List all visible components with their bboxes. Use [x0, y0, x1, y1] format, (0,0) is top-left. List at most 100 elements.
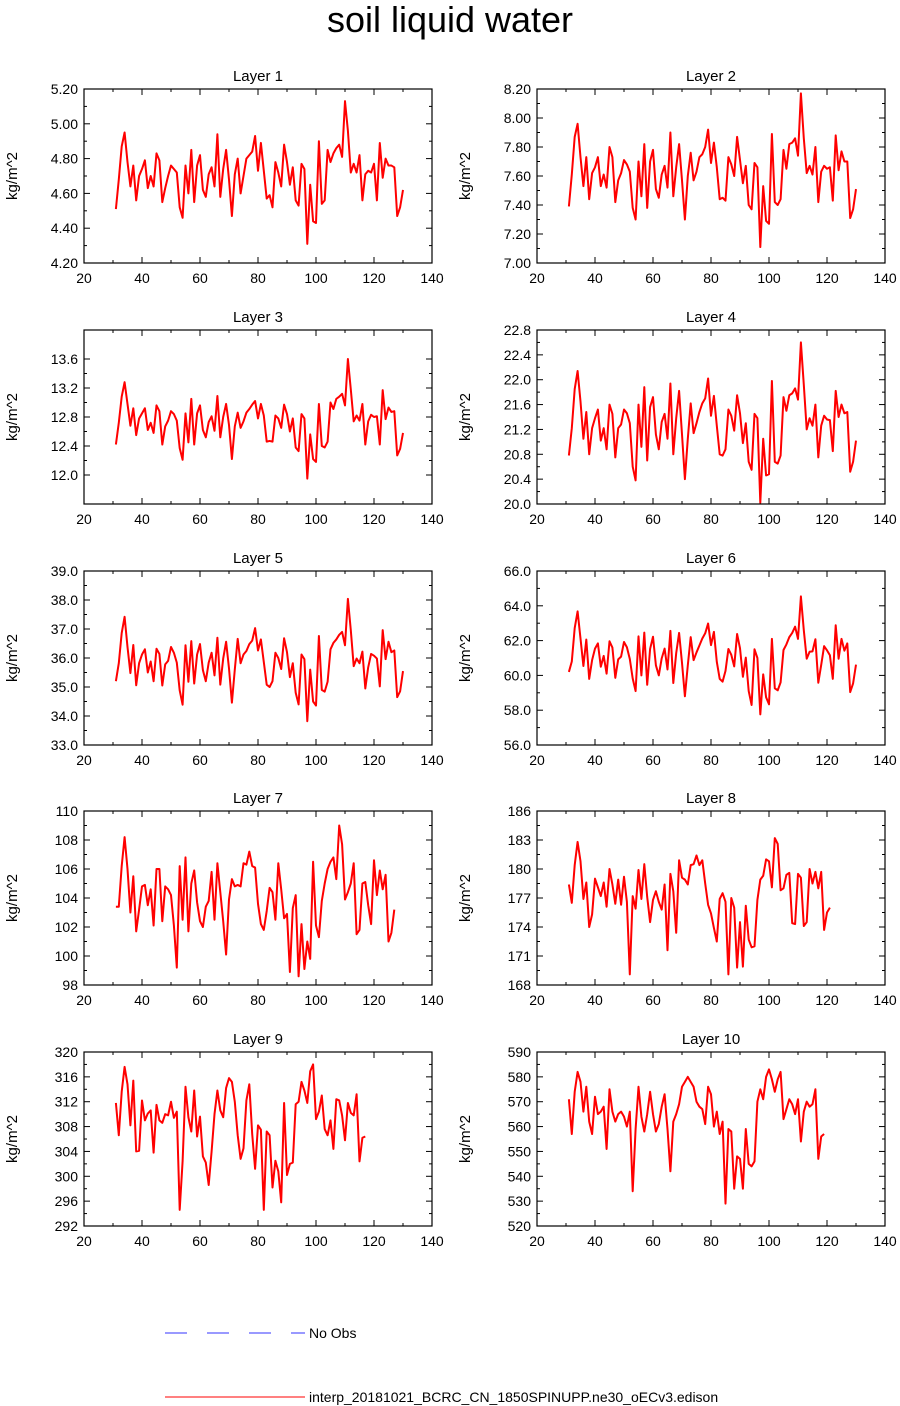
y-tick-label: 12.8 — [51, 409, 78, 425]
x-tick-label: 40 — [587, 752, 603, 768]
x-tick-label: 40 — [587, 992, 603, 1008]
x-tick-label: 40 — [134, 752, 150, 768]
y-tick-label: 292 — [55, 1218, 79, 1234]
y-tick-label: 13.2 — [51, 380, 78, 396]
x-tick-label: 140 — [873, 270, 897, 286]
x-tick-label: 100 — [757, 992, 781, 1008]
x-tick-label: 100 — [757, 752, 781, 768]
y-tick-label: 590 — [508, 1044, 532, 1060]
x-tick-label: 20 — [76, 992, 92, 1008]
x-tick-label: 120 — [815, 511, 839, 527]
x-tick-label: 20 — [76, 752, 92, 768]
plot-frame — [83, 570, 433, 746]
y-tick-label: 560 — [508, 1119, 532, 1135]
y-tick-label: 21.2 — [504, 421, 531, 437]
x-tick-label: 100 — [304, 752, 328, 768]
y-tick-label: 4.80 — [51, 151, 78, 167]
x-tick-label: 120 — [362, 511, 386, 527]
y-tick-label: 22.8 — [504, 322, 531, 338]
y-tick-label: 12.4 — [51, 438, 78, 454]
series-line — [567, 837, 831, 976]
y-tick-label: 62.0 — [504, 633, 531, 649]
y-tick-label: 312 — [55, 1094, 79, 1110]
y-tick-label: 12.0 — [51, 467, 78, 483]
panel-title: Layer 10 — [682, 1031, 740, 1048]
y-tick-label: 33.0 — [51, 737, 78, 753]
x-tick-label: 60 — [192, 511, 208, 527]
y-tick-label: 168 — [508, 977, 532, 993]
x-tick-label: 20 — [529, 992, 545, 1008]
x-tick-label: 140 — [420, 270, 444, 286]
y-axis-label: kg/m^2 — [4, 1115, 21, 1163]
x-tick-label: 40 — [134, 270, 150, 286]
x-tick-label: 80 — [250, 270, 266, 286]
x-tick-label: 80 — [703, 1233, 719, 1249]
x-tick-label: 20 — [529, 752, 545, 768]
y-tick-label: 22.4 — [504, 347, 531, 363]
x-tick-label: 140 — [420, 1233, 444, 1249]
x-tick-label: 140 — [873, 992, 897, 1008]
y-tick-label: 4.20 — [51, 255, 78, 271]
plot-frame — [83, 88, 433, 264]
y-tick-label: 39.0 — [51, 563, 78, 579]
y-tick-label: 106 — [55, 861, 79, 877]
legend-model-label: interp_20181021_BCRC_CN_1850SPINUPP.ne30… — [309, 1389, 718, 1405]
y-axis-label: kg/m^2 — [457, 393, 474, 441]
x-tick-label: 40 — [587, 511, 603, 527]
x-tick-label: 60 — [645, 752, 661, 768]
y-tick-label: 8.00 — [504, 110, 531, 126]
plot-frame — [536, 1051, 886, 1227]
plot-frame — [536, 810, 886, 986]
y-axis-label: kg/m^2 — [4, 393, 21, 441]
x-tick-label: 140 — [420, 511, 444, 527]
x-tick-label: 120 — [362, 752, 386, 768]
y-tick-label: 66.0 — [504, 563, 531, 579]
panel-title: Layer 6 — [686, 550, 736, 567]
y-tick-label: 64.0 — [504, 598, 531, 614]
x-tick-label: 40 — [587, 1233, 603, 1249]
x-tick-label: 40 — [134, 992, 150, 1008]
y-tick-label: 530 — [508, 1193, 532, 1209]
y-tick-label: 110 — [56, 803, 79, 819]
x-tick-label: 60 — [192, 270, 208, 286]
x-tick-label: 20 — [529, 511, 545, 527]
y-axis-label: kg/m^2 — [4, 152, 21, 200]
y-tick-label: 171 — [508, 948, 532, 964]
x-tick-label: 120 — [815, 752, 839, 768]
x-tick-label: 20 — [76, 1233, 92, 1249]
x-tick-label: 80 — [703, 511, 719, 527]
x-tick-label: 100 — [304, 511, 328, 527]
y-tick-label: 37.0 — [51, 621, 78, 637]
y-tick-label: 320 — [55, 1044, 79, 1060]
plot-frame — [536, 570, 886, 746]
panel-layer-1: Layer 1 kg/m^2 20 40 60 80 100 120 140 4.20 4.40 4.… — [4, 68, 444, 286]
series-line — [115, 824, 396, 978]
y-tick-label: 7.60 — [504, 168, 531, 184]
x-tick-label: 120 — [362, 992, 386, 1008]
legend-obs-label: No Obs — [309, 1325, 356, 1341]
series-line — [567, 92, 857, 249]
x-tick-label: 100 — [304, 992, 328, 1008]
panel-title: Layer 9 — [233, 1031, 283, 1048]
panel-layer-6: Layer 6 kg/m^2 20 40 60 80 100 120 140 56.0 58.0 60… — [457, 550, 897, 768]
x-tick-label: 140 — [420, 752, 444, 768]
x-tick-label: 100 — [757, 1233, 781, 1249]
panel-title: Layer 4 — [686, 309, 736, 326]
y-axis-label: kg/m^2 — [4, 634, 21, 682]
legend: No Obs interp_20181021_BCRC_CN_1850SPINU… — [165, 1325, 718, 1405]
x-tick-label: 20 — [76, 511, 92, 527]
series-line — [114, 597, 404, 723]
y-tick-label: 570 — [508, 1094, 532, 1110]
x-tick-label: 80 — [250, 511, 266, 527]
series-line — [114, 358, 404, 480]
plot-frame — [83, 329, 433, 505]
y-tick-label: 20.0 — [504, 496, 531, 512]
x-tick-label: 80 — [250, 1233, 266, 1249]
x-tick-label: 60 — [192, 992, 208, 1008]
panel-layer-4: Layer 4 kg/m^2 20 40 60 80 100 120 140 20.0 20.4 20… — [457, 309, 897, 527]
y-tick-label: 7.20 — [504, 226, 531, 242]
x-tick-label: 120 — [362, 1233, 386, 1249]
series-line — [567, 341, 857, 504]
series-line — [567, 595, 857, 716]
